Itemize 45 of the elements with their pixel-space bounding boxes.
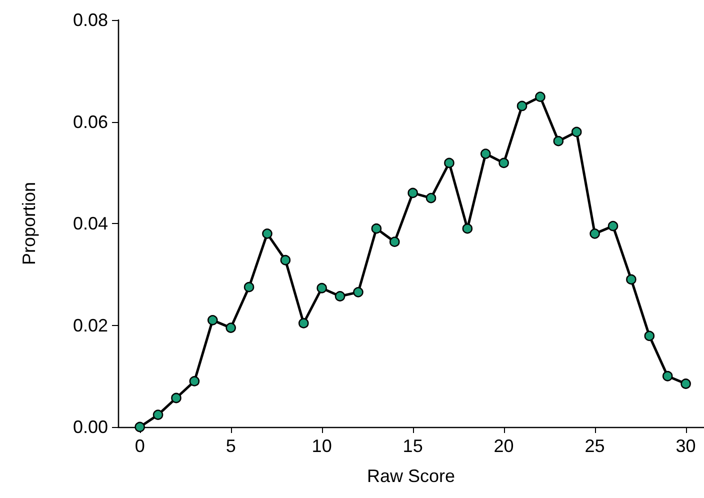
point: [426, 192, 436, 204]
point: [462, 223, 473, 234]
x-axis-title: Raw Score: [366, 466, 456, 486]
y-tick-label: 0.00: [72, 417, 108, 437]
point: [626, 274, 636, 285]
point: [171, 392, 182, 404]
point: [535, 92, 546, 102]
point: [262, 228, 272, 239]
point: [444, 158, 454, 168]
point: [334, 291, 346, 302]
point: [571, 126, 582, 138]
point: [189, 376, 200, 386]
point: [498, 158, 509, 168]
y-tick-label: 0.04: [72, 214, 108, 234]
point: [316, 282, 327, 294]
point: [244, 282, 254, 292]
y-axis-title: Proportion: [19, 182, 39, 266]
point: [516, 100, 528, 112]
point: [480, 148, 491, 159]
point: [608, 220, 618, 232]
point: [389, 236, 400, 247]
point: [353, 287, 364, 298]
point: [134, 422, 145, 432]
y-tick-label: 0.08: [72, 10, 108, 30]
x-tick-label: 20: [494, 436, 514, 456]
y-tick-label: 0.02: [72, 315, 108, 336]
point: [553, 136, 564, 146]
point: [408, 188, 418, 198]
x-tick-label: 25: [584, 436, 605, 456]
point: [280, 254, 291, 266]
x-tick-label: 30: [676, 436, 696, 456]
x-tick-label: 5: [226, 436, 236, 456]
x-tick-label: 0: [134, 436, 145, 456]
point: [590, 228, 600, 239]
y-tick-label: 0.06: [72, 112, 108, 132]
point: [680, 378, 691, 389]
x-tick-label: 15: [402, 436, 423, 456]
point: [298, 318, 309, 328]
point: [152, 410, 164, 420]
point: [644, 330, 655, 342]
point: [207, 315, 218, 326]
point: [662, 370, 673, 382]
x-tick-label: 10: [312, 436, 332, 456]
point: [226, 322, 236, 333]
point: [371, 223, 382, 234]
